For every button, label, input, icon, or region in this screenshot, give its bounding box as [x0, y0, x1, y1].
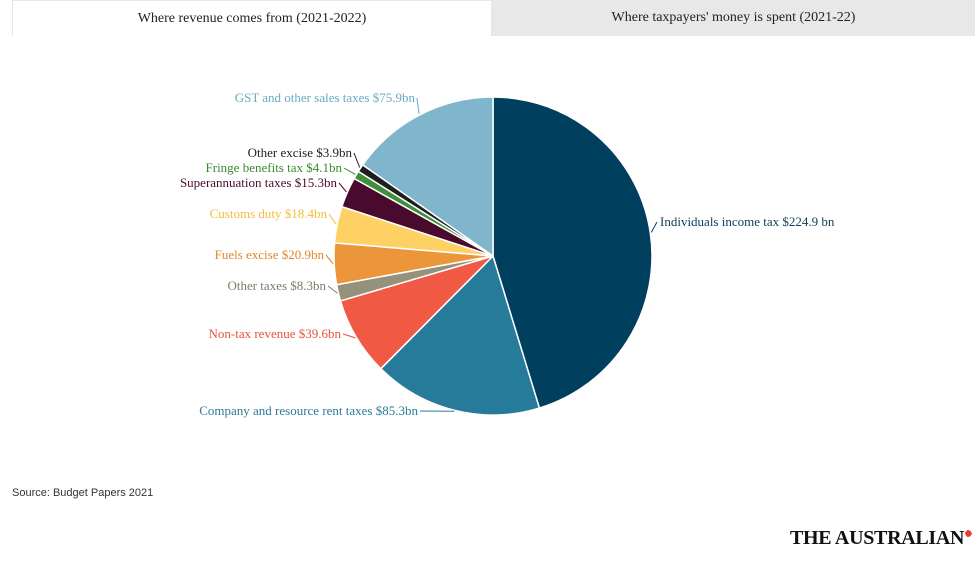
leader-gst-and-other-sales-taxes	[416, 97, 420, 115]
pie-chart-svg: Individuals income tax $224.9 bn Company …	[180, 90, 835, 418]
slice-labels: Individuals income tax $224.9 bn Company …	[180, 90, 835, 418]
leader-superannuation-taxes	[338, 182, 347, 193]
brand-wordmark: THE AUSTRALIAN	[790, 527, 965, 549]
map-icon	[964, 529, 973, 538]
label-non-tax-revenue: Non-tax revenue $39.6bn	[209, 326, 342, 341]
slice-gst-and-other-sales-taxes[interactable]	[361, 96, 494, 257]
label-customs-duty: Customs duty $18.4bn	[210, 206, 328, 221]
leader-other-excise	[353, 152, 361, 168]
tab-spending[interactable]: Where taxpayers' money is spent (2021-22…	[492, 0, 975, 36]
leader-fuels-excise	[325, 254, 334, 265]
label-company-and-resource-rent-taxes: Company and resource rent taxes $85.3bn	[199, 403, 418, 418]
slice-company-and-resource-rent-taxes[interactable]	[380, 255, 541, 416]
label-gst-and-other-sales-taxes: GST and other sales taxes $75.9bn	[235, 90, 416, 105]
chart-tabs: Where revenue comes from (2021-2022) Whe…	[12, 0, 975, 36]
tab-revenue[interactable]: Where revenue comes from (2021-2022)	[12, 0, 492, 36]
leader-lines	[325, 97, 658, 412]
slice-individuals-income-tax[interactable]	[492, 96, 653, 409]
leader-individuals-income-tax	[650, 221, 658, 233]
label-individuals-income-tax: Individuals income tax $224.9 bn	[660, 214, 835, 229]
label-superannuation-taxes: Superannuation taxes $15.3bn	[180, 175, 338, 190]
leader-fringe-benefits-tax	[343, 167, 356, 175]
pie-chart: Individuals income tax $224.9 bn Company …	[0, 36, 977, 476]
source-note: Source: Budget Papers 2021	[12, 487, 154, 499]
pie-slices	[333, 96, 653, 416]
label-other-excise: Other excise $3.9bn	[248, 145, 353, 160]
leader-other-taxes	[327, 285, 338, 294]
leader-non-tax-revenue	[342, 333, 356, 339]
brand-logo: THE AUSTRALIAN	[790, 525, 973, 555]
leader-customs-duty	[328, 213, 337, 225]
label-fringe-benefits-tax: Fringe benefits tax $4.1bn	[206, 160, 343, 175]
label-other-taxes: Other taxes $8.3bn	[227, 278, 326, 293]
label-fuels-excise: Fuels excise $20.9bn	[215, 247, 325, 262]
